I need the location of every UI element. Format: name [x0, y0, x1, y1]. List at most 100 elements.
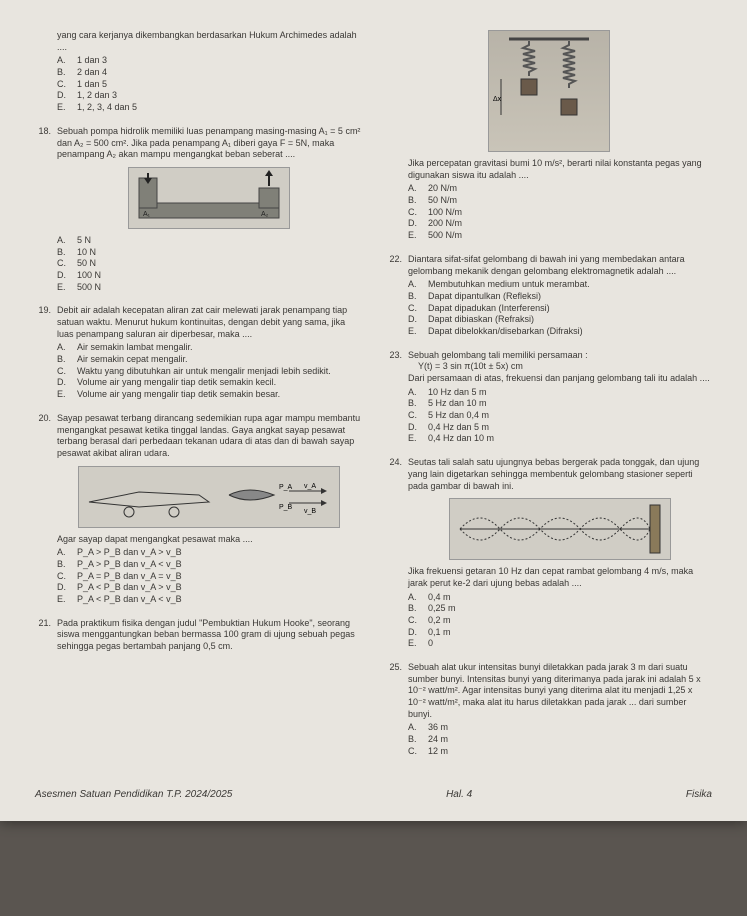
q19: 19. Debit air adalah kecepatan aliran za… [35, 305, 361, 401]
q22-num: 22. [386, 254, 402, 338]
q18-optD: 100 N [77, 270, 101, 282]
q24-optD: 0,1 m [428, 627, 451, 639]
q17-optE: 1, 2, 3, 4 dan 5 [77, 102, 137, 114]
q25-optB: 24 m [428, 734, 448, 746]
opt-letter: E. [57, 282, 71, 294]
q19-num: 19. [35, 305, 51, 401]
q23-stem: Sebuah gelombang tali memiliki persamaan… [408, 350, 712, 362]
q24-optE: 0 [428, 638, 433, 650]
q21-stem: Pada praktikum fisika dengan judul "Pemb… [57, 618, 361, 653]
opt-letter: D. [57, 377, 71, 389]
svg-text:A₂: A₂ [261, 211, 269, 218]
opt-letter: B. [57, 247, 71, 259]
q22-stem: Diantara sifat-sifat gelombang di bawah … [408, 254, 712, 277]
footer-right: Fisika [686, 788, 712, 801]
svg-text:P_B: P_B [279, 504, 293, 511]
q23-optC: 5 Hz dan 0,4 m [428, 410, 489, 422]
q23-stem2: Dari persamaan di atas, frekuensi dan pa… [408, 373, 712, 385]
opt-letter: D. [57, 582, 71, 594]
q20-num: 20. [35, 413, 51, 606]
q22: 22. Diantara sifat-sifat gelombang di ba… [386, 254, 712, 338]
opt-letter: B. [408, 603, 422, 615]
footer-left: Asesmen Satuan Pendidikan T.P. 2024/2025 [35, 788, 232, 801]
opt-letter: D. [408, 314, 422, 326]
right-column: Δx Jika percepatan gravitasi bumi 10 m/s… [386, 30, 712, 770]
opt-letter: E. [408, 433, 422, 445]
q23-optE: 0,4 Hz dan 10 m [428, 433, 494, 445]
opt-letter: C. [57, 366, 71, 378]
opt-letter: E. [408, 326, 422, 338]
q20-lead: Agar sayap dapat mengangkat pesawat maka… [57, 534, 361, 546]
q23-optB: 5 Hz dan 10 m [428, 398, 487, 410]
q22-optA: Membutuhkan medium untuk merambat. [428, 279, 590, 291]
opt-letter: E. [57, 594, 71, 606]
left-column: yang cara kerjanya dikembangkan berdasar… [35, 30, 361, 770]
q25-num: 25. [386, 662, 402, 758]
opt-letter: C. [57, 258, 71, 270]
q21r-optE: 500 N/m [428, 230, 462, 242]
q20-stem: Sayap pesawat terbang dirancang sedemiki… [57, 413, 361, 460]
q21: 21. Pada praktikum fisika dengan judul "… [35, 618, 361, 653]
q19-optD: Volume air yang mengalir tiap detik sema… [77, 377, 276, 389]
q23: 23. Sebuah gelombang tali memiliki persa… [386, 350, 712, 446]
q23-eq: Y(t) = 3 sin π(10t ± 5x) cm [408, 361, 712, 373]
q20-optC: P_A = P_B dan v_A = v_B [77, 571, 182, 583]
q18-optC: 50 N [77, 258, 96, 270]
opt-letter: E. [57, 389, 71, 401]
q17-optD: 1, 2 dan 3 [77, 90, 117, 102]
opt-letter: A. [408, 387, 422, 399]
opt-letter: B. [57, 354, 71, 366]
q21-cont-stem: Jika percepatan gravitasi bumi 10 m/s², … [408, 158, 712, 181]
q25: 25. Sebuah alat ukur intensitas bunyi di… [386, 662, 712, 758]
q22-optE: Dapat dibelokkan/disebarkan (Difraksi) [428, 326, 583, 338]
q25-stem: Sebuah alat ukur intensitas bunyi dileta… [408, 662, 712, 720]
q24-optC: 0,2 m [428, 615, 451, 627]
opt-letter: D. [57, 270, 71, 282]
opt-letter: C. [408, 207, 422, 219]
q17-optC: 1 dan 5 [77, 79, 107, 91]
opt-letter: C. [57, 571, 71, 583]
q18-optA: 5 N [77, 235, 91, 247]
opt-letter: B. [57, 67, 71, 79]
opt-letter: E. [57, 102, 71, 114]
opt-letter: A. [408, 722, 422, 734]
opt-letter: B. [408, 291, 422, 303]
columns-layout: yang cara kerjanya dikembangkan berdasar… [35, 30, 712, 770]
opt-letter: D. [408, 422, 422, 434]
q24-num: 24. [386, 457, 402, 650]
q20-optA: P_A > P_B dan v_A > v_B [77, 547, 182, 559]
airplane-diagram: P_A P_B v_A v_B [78, 466, 340, 528]
q18: 18. Sebuah pompa hidrolik memiliki luas … [35, 126, 361, 294]
opt-letter: D. [408, 218, 422, 230]
q19-optE: Volume air yang mengalir tiap detik sema… [77, 389, 280, 401]
opt-letter: B. [408, 398, 422, 410]
opt-letter: E. [408, 638, 422, 650]
q18-num: 18. [35, 126, 51, 294]
q17-stem: yang cara kerjanya dikembangkan berdasar… [57, 30, 361, 53]
opt-letter: D. [408, 627, 422, 639]
q21-num: 21. [35, 618, 51, 653]
q18-optE: 500 N [77, 282, 101, 294]
opt-letter: A. [408, 592, 422, 604]
q23-optD: 0,4 Hz dan 5 m [428, 422, 489, 434]
q22-optC: Dapat dipadukan (Interferensi) [428, 303, 550, 315]
q23-num: 23. [386, 350, 402, 446]
opt-letter: A. [408, 183, 422, 195]
opt-letter: A. [408, 279, 422, 291]
q17-fragment: yang cara kerjanya dikembangkan berdasar… [35, 30, 361, 114]
q24-stem: Seutas tali salah satu ujungnya bebas be… [408, 457, 712, 492]
q22-optD: Dapat dibiaskan (Refraksi) [428, 314, 534, 326]
footer-center: Hal. 4 [232, 788, 686, 801]
opt-letter: C. [408, 615, 422, 627]
q20-optE: P_A < P_B dan v_A < v_B [77, 594, 182, 606]
opt-letter: A. [57, 547, 71, 559]
svg-text:P_A: P_A [279, 484, 293, 491]
q25-optA: 36 m [428, 722, 448, 734]
opt-letter: E. [408, 230, 422, 242]
svg-text:Δx: Δx [493, 96, 502, 103]
page-footer: Asesmen Satuan Pendidikan T.P. 2024/2025… [35, 788, 712, 801]
q24: 24. Seutas tali salah satu ujungnya beba… [386, 457, 712, 650]
q19-optB: Air semakin cepat mengalir. [77, 354, 188, 366]
svg-text:v_B: v_B [304, 508, 316, 515]
opt-letter: B. [57, 559, 71, 571]
